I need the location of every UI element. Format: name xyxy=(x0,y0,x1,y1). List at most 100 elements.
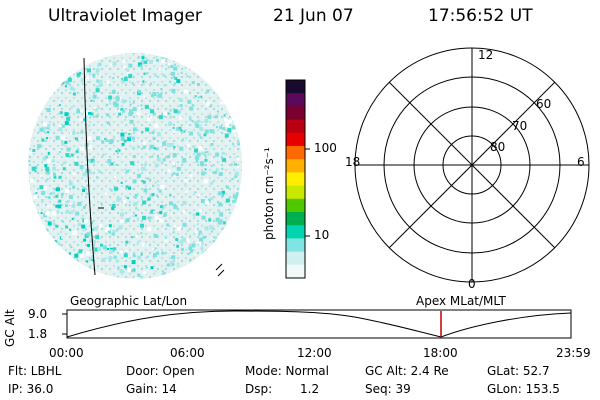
imager-pixel xyxy=(147,117,151,121)
imager-pixel xyxy=(82,269,87,274)
imager-pixel xyxy=(217,209,221,213)
imager-pixel xyxy=(33,247,37,251)
polar-label-6: 6 xyxy=(577,155,585,169)
imager-pixel xyxy=(68,62,72,67)
imager-pixel xyxy=(204,119,209,123)
imager-pixel xyxy=(134,193,138,197)
imager-pixel xyxy=(172,162,175,166)
imager-pixel xyxy=(87,136,92,141)
imager-pixel xyxy=(150,266,154,270)
imager-pixel xyxy=(45,137,48,139)
imager-pixel xyxy=(80,77,85,82)
imager-pixel xyxy=(186,58,191,63)
imager-pixel xyxy=(147,227,152,231)
imager-pixel xyxy=(156,94,160,98)
imager-pixel xyxy=(132,179,137,184)
imager-pixel xyxy=(143,72,146,75)
imager-pixel xyxy=(104,138,107,141)
imager-pixel xyxy=(231,178,234,181)
imager-pixel xyxy=(181,276,185,279)
imager-pixel xyxy=(151,155,154,158)
imager-pixel xyxy=(31,113,35,117)
imager-pixel xyxy=(197,133,201,137)
imager-pixel xyxy=(126,68,130,72)
imager-pixel xyxy=(167,63,171,67)
imager-pixel xyxy=(199,263,203,268)
imager-pixel xyxy=(146,72,149,75)
imager-pixel xyxy=(85,192,88,195)
imager-pixel xyxy=(168,121,173,126)
imager-pixel xyxy=(105,139,109,142)
imager-pixel xyxy=(228,75,232,79)
imager-pixel xyxy=(146,177,149,180)
imager-pixel xyxy=(90,99,93,102)
imager-pixel xyxy=(47,171,50,175)
imager-pixel xyxy=(172,203,176,207)
imager-pixel xyxy=(82,229,85,232)
imager-pixel xyxy=(46,178,49,181)
polar-grid xyxy=(354,47,590,283)
imager-pixel xyxy=(100,202,103,205)
imager-pixel xyxy=(52,122,55,125)
imager-pixel xyxy=(182,200,187,205)
imager-pixel xyxy=(89,231,92,234)
imager-pixel xyxy=(109,102,112,105)
imager-pixel xyxy=(147,197,151,201)
imager-pixel xyxy=(230,247,233,250)
imager-pixel xyxy=(40,56,43,59)
imager-pixel xyxy=(231,220,236,224)
polar-lat-80: 80 xyxy=(490,140,506,154)
imager-pixel xyxy=(111,90,116,94)
imager-pixel xyxy=(76,109,81,114)
imager-pixel xyxy=(37,231,40,234)
imager-pixel xyxy=(127,137,132,142)
imager-pixel xyxy=(66,116,71,121)
imager-pixel xyxy=(106,80,110,84)
imager-pixel xyxy=(81,224,86,229)
imager-pixel xyxy=(169,260,173,264)
imager-pixel xyxy=(47,205,50,208)
imager-pixel xyxy=(91,255,94,258)
imager-pixel xyxy=(233,232,237,236)
imager-pixel xyxy=(48,82,51,85)
imager-pixel xyxy=(129,103,132,106)
imager-pixel xyxy=(163,141,165,144)
imager-pixel xyxy=(222,221,226,225)
imager-pixel xyxy=(110,63,112,66)
imager-pixel xyxy=(138,239,141,242)
imager-pixel xyxy=(122,60,126,64)
imager-pixel xyxy=(76,72,81,77)
imager-pixel xyxy=(38,130,41,133)
imager-pixel xyxy=(140,253,143,256)
imager-pixel xyxy=(163,111,167,116)
imager-pixel xyxy=(174,225,177,227)
imager-pixel xyxy=(237,196,241,200)
imager-pixel xyxy=(75,59,80,63)
imager-pixel xyxy=(220,71,225,76)
imager-pixel xyxy=(32,149,36,152)
imager-pixel xyxy=(142,80,145,83)
imager-pixel xyxy=(128,112,133,117)
imager-pixel xyxy=(229,119,232,122)
imager-pixel xyxy=(214,115,218,119)
imager-pixel xyxy=(152,184,154,187)
imager-pixel xyxy=(169,201,173,206)
imager-pixel xyxy=(201,258,205,261)
imager-pixel xyxy=(204,200,209,205)
imager-pixel xyxy=(31,73,36,78)
imager-pixel xyxy=(179,239,184,244)
imager-pixel xyxy=(157,184,159,187)
imager-pixel xyxy=(82,172,87,177)
imager-pixel xyxy=(76,258,78,261)
imager-pixel xyxy=(113,186,118,191)
imager-pixel xyxy=(115,163,118,166)
imager-pixel xyxy=(152,112,156,116)
imager-pixel xyxy=(141,243,145,247)
imager-pixel xyxy=(93,107,96,110)
imager-pixel xyxy=(160,185,165,189)
imager-pixel xyxy=(164,238,168,242)
imager-pixel xyxy=(83,271,87,276)
imager-pixel xyxy=(52,166,57,171)
imager-pixel xyxy=(142,83,145,85)
imager-pixel xyxy=(170,65,174,68)
